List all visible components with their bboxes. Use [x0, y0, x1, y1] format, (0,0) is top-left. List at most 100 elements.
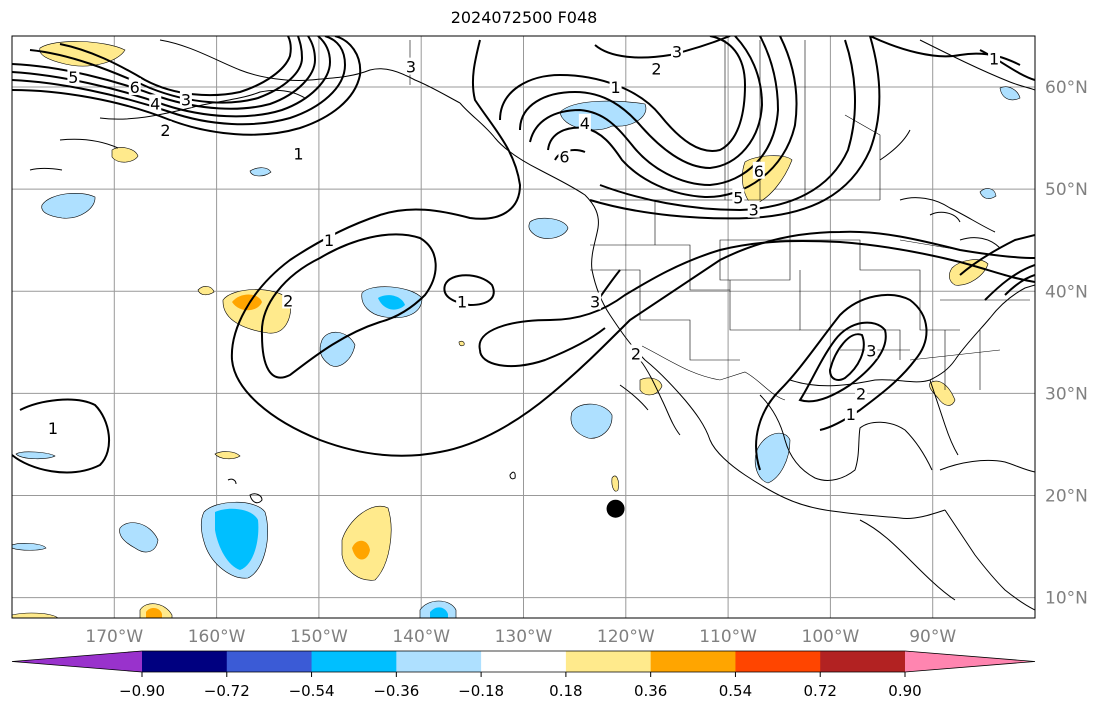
contour-label: 2	[631, 345, 641, 364]
colorbar-tick-label: −0.90	[119, 682, 165, 700]
lon-tick-label: 170°W	[85, 627, 143, 647]
contour-label: 1	[457, 292, 467, 311]
patch-offshore-blue-3	[570, 403, 613, 439]
contour-label-bg	[159, 120, 172, 138]
contour-label-bg	[128, 78, 141, 96]
contour-label: 1	[846, 405, 856, 424]
contour-label: 6	[754, 162, 764, 181]
patch-midpac-orange	[232, 294, 262, 311]
lat-tick-label: 50°N	[1045, 180, 1088, 200]
contour-label-bg	[404, 57, 417, 75]
contour-label: 1	[324, 231, 334, 250]
colorbar-min-extension	[12, 651, 142, 672]
contour-label: 4	[580, 114, 590, 133]
contour-label-bg	[323, 231, 336, 249]
contour-label: 3	[672, 42, 682, 61]
contour-label-bg	[732, 188, 745, 206]
patch-se-pacific-orange	[352, 540, 370, 560]
lat-tick-label: 60°N	[1045, 78, 1088, 98]
colorbar-segment	[396, 651, 482, 672]
contour-label: 3	[181, 90, 191, 109]
patch-ne-blue-2	[999, 86, 1021, 101]
patch-midpac-cyan	[378, 295, 405, 310]
lon-tick-label: 150°W	[290, 627, 348, 647]
colorbar-tick-label: 0.72	[804, 682, 837, 700]
longitude-tick-labels: 170°W 160°W 150°W 140°W 130°W 120°W 110°W 100°W…	[85, 627, 956, 647]
location-marker	[606, 499, 625, 518]
lon-tick-label: 120°W	[597, 627, 655, 647]
map-title: 2024072500 F048	[450, 8, 598, 27]
patch-left-blue-strip	[12, 543, 47, 551]
patch-hawaii-west-blue	[15, 451, 56, 460]
colorbar-tick-label: −0.72	[204, 682, 250, 700]
colorbar	[11, 650, 1036, 673]
contour-label: 2	[160, 121, 170, 140]
contour-label: 1	[989, 49, 999, 68]
patch-mexico-blue	[754, 432, 791, 484]
contour-label-bg	[988, 49, 1001, 67]
colorbar-segment	[142, 651, 228, 672]
colorbar-tick-label: 0.18	[549, 682, 582, 700]
patch-se-pacific-cyan	[215, 508, 259, 570]
patch-aleutian-yellow	[111, 147, 139, 163]
contour-label: 2	[856, 384, 866, 403]
contour-label-bg	[747, 200, 760, 218]
political-borders	[409, 40, 1030, 401]
colorbar-segment	[311, 651, 397, 672]
colorbar-max-extension	[905, 651, 1035, 672]
colorbar-segment	[481, 651, 567, 672]
lat-tick-label: 10°N	[1045, 589, 1088, 609]
colorbar-tick-label: 0.54	[719, 682, 752, 700]
contour-label: 2	[283, 291, 293, 310]
patch-prairie-yellow	[742, 155, 793, 206]
contour-label-bg	[752, 161, 765, 179]
contour-label-bg	[630, 344, 643, 362]
colorbar-segment	[226, 651, 313, 672]
lon-tick-label: 160°W	[188, 627, 246, 647]
patch-bottom-left-yellow	[12, 612, 59, 618]
colorbar-segment	[650, 651, 736, 672]
coastlines	[29, 39, 1035, 611]
patch-bottom-cyan	[430, 607, 448, 618]
colorbar-segment	[820, 651, 906, 672]
contour-label: 3	[406, 58, 416, 77]
patch-west-pacific-blue	[41, 192, 96, 219]
colorbar-tick-label: −0.18	[458, 682, 504, 700]
patch-hawaii-yellow	[214, 451, 241, 460]
patch-tiny-dot-yellow	[611, 475, 619, 492]
contour-label-bg	[855, 384, 868, 402]
lon-tick-label: 100°W	[802, 627, 860, 647]
latitude-tick-labels: 60°N 50°N 40°N 30°N 20°N 10°N	[1045, 78, 1088, 609]
contour-label-bg	[589, 292, 602, 310]
map-frame	[11, 35, 1036, 619]
contour-label-bg	[650, 59, 663, 77]
contour-label: 5	[68, 68, 78, 87]
colorbar-tick-label: −0.54	[289, 682, 335, 700]
lat-tick-label: 40°N	[1045, 282, 1088, 302]
lat-tick-label: 20°N	[1045, 486, 1088, 506]
patch-small-blue-1	[249, 167, 272, 177]
patch-ne-yellow	[949, 259, 989, 286]
contour-label: 5	[733, 188, 743, 207]
contour-label-bg	[578, 113, 591, 131]
contour-label-bg	[149, 94, 162, 112]
contour-label-bg	[46, 419, 59, 437]
contour-label-bg	[558, 147, 571, 165]
contour-label: 6	[130, 78, 140, 97]
colorbar-tick-labels: −0.90 −0.72 −0.54 −0.36 −0.18 0.18 0.36 0.54 0.7…	[119, 672, 922, 700]
colorbar-tick-label: 0.36	[634, 682, 667, 700]
lon-tick-label: 90°W	[909, 627, 956, 647]
contour-label-bg	[844, 404, 857, 422]
graticule-grid	[12, 36, 1035, 618]
contour-label: 3	[749, 201, 759, 220]
contour-label-bg	[865, 341, 878, 359]
lon-tick-label: 130°W	[495, 627, 553, 647]
colorbar-tick-label: 0.90	[888, 682, 921, 700]
patch-bc-coast-blue	[559, 100, 647, 131]
lat-tick-label: 30°N	[1045, 384, 1088, 404]
patch-bottom-orange	[146, 608, 162, 618]
contour-label-bg	[67, 67, 80, 85]
patch-blue-2	[319, 332, 356, 367]
